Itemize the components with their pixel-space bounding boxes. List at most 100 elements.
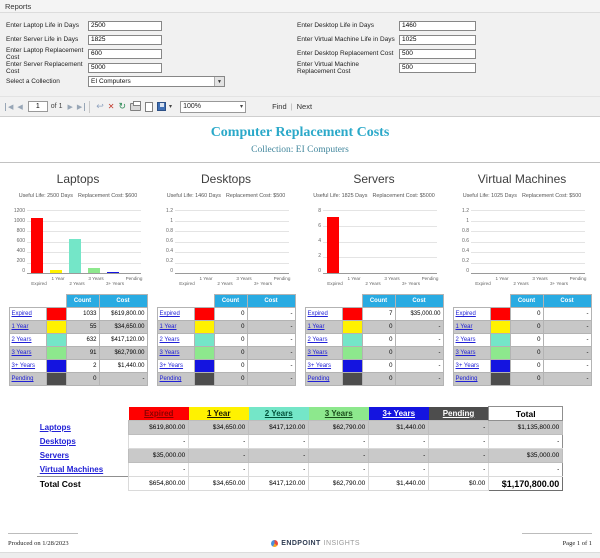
next-button[interactable]: Next — [296, 102, 313, 111]
prev-page-icon[interactable]: ◀ — [17, 103, 23, 111]
last-page-icon[interactable]: ▶ — [75, 102, 86, 111]
y-tick-label: 0.2 — [462, 258, 469, 264]
summary-value-cell: $35,000.00 — [488, 448, 564, 463]
useful-life-label: Useful Life: 2500 Days — [18, 193, 73, 199]
device-type-link[interactable]: Desktops — [39, 437, 76, 446]
footer-rule-left — [8, 533, 78, 534]
total-value-cell: $1,440.00 — [368, 476, 430, 491]
section-meta: Useful Life: 1025 Days Replacement Cost: … — [463, 193, 582, 199]
summary-header-row: Expired 1 Year 2 Years 3 Years 3+ Years Pendi… — [36, 406, 564, 421]
zoom-select[interactable]: 100% ▾ — [180, 100, 247, 113]
category-label-cell: 3 Years — [8, 346, 47, 360]
bar-slot — [342, 210, 361, 273]
count-cell: 91 — [65, 346, 100, 360]
category-link[interactable]: 3 Years — [11, 350, 32, 356]
summary-column-header: 3+ Years — [368, 406, 429, 421]
param-input[interactable] — [88, 62, 162, 73]
category-link[interactable]: 3 Years — [159, 350, 180, 356]
summary-row-label: Laptops — [36, 420, 129, 435]
total-value-cell: $0.00 — [428, 476, 490, 491]
category-link[interactable]: 2 Years — [11, 337, 32, 343]
device-type-link[interactable]: Virtual Machines — [39, 464, 104, 474]
count-cell: 0 — [361, 346, 396, 360]
category-link[interactable]: Pending — [307, 376, 330, 382]
back-icon[interactable]: ↩ — [96, 101, 104, 111]
category-label-cell: Expired — [304, 307, 343, 321]
category-link[interactable]: 3+ Years — [11, 363, 36, 369]
print-icon[interactable] — [130, 100, 142, 111]
refresh-icon[interactable]: ↻ — [118, 101, 127, 111]
x-tick-label: Pending — [273, 276, 291, 281]
category-link[interactable]: Pending — [159, 376, 182, 382]
page-number-input[interactable] — [27, 101, 48, 112]
category-link[interactable]: 3+ Years — [455, 363, 480, 369]
bar-slot — [380, 210, 399, 273]
useful-life-label: Useful Life: 1460 Days — [166, 193, 221, 199]
section-meta: Useful Life: 2500 Days Replacement Cost: … — [19, 193, 138, 199]
category-link[interactable]: 3+ Years — [159, 363, 184, 369]
category-link[interactable]: 1 Year — [11, 324, 29, 330]
count-cell: 0 — [509, 320, 544, 334]
bar-slot — [251, 210, 270, 273]
param-input[interactable] — [399, 34, 476, 45]
category-link[interactable]: 3+ Years — [307, 363, 332, 369]
param-input[interactable] — [88, 48, 162, 59]
x-tick-label: 1 Year — [495, 276, 509, 281]
export-icon[interactable] — [157, 102, 167, 111]
export-dropdown-icon[interactable]: ▾ — [169, 104, 173, 110]
gridline — [471, 252, 585, 253]
param-label: Select a Collection — [6, 78, 60, 85]
param-input[interactable] — [399, 48, 476, 59]
category-link[interactable]: 1 Year — [455, 324, 473, 330]
device-type-link[interactable]: Laptops — [39, 423, 71, 432]
category-link[interactable]: Expired — [307, 311, 328, 317]
y-tick-label: 0.4 — [462, 248, 469, 254]
category-link[interactable]: Expired — [159, 311, 180, 317]
table-row: 3 Years 91 $62,790.00 — [8, 346, 148, 360]
category-label-cell: 3+ Years — [304, 359, 343, 373]
param-col-left: Enter Laptop Life in Days Enter Server Li… — [6, 20, 231, 87]
cost-cell: - — [246, 346, 296, 360]
category-link[interactable]: 2 Years — [307, 337, 328, 343]
find-button[interactable]: Find — [272, 102, 287, 111]
total-cost-label: Total Cost — [36, 476, 129, 491]
table-row: 3+ Years 0- — [304, 359, 444, 373]
color-swatch — [489, 359, 511, 373]
cost-cell: - — [542, 359, 592, 373]
bar-slot — [490, 210, 509, 273]
y-tick-label: 200 — [16, 258, 25, 264]
category-link[interactable]: Expired — [455, 311, 476, 317]
x-tick-label: 2 Years — [217, 281, 233, 286]
first-page-icon[interactable]: ◀ — [5, 102, 15, 111]
category-link[interactable]: 2 Years — [455, 337, 476, 343]
param-input[interactable] — [88, 20, 162, 31]
category-link[interactable]: Expired — [11, 311, 32, 317]
category-link[interactable]: 3 Years — [455, 350, 476, 356]
x-tick-label: 3+ Years — [549, 281, 568, 286]
param-input[interactable] — [88, 34, 162, 45]
device-type-link[interactable]: Servers — [39, 451, 70, 460]
chart-plot-area — [175, 210, 289, 274]
footer-rule-right — [522, 533, 592, 534]
menu-bar: Reports — [0, 0, 600, 13]
next-page-icon[interactable]: ▶ — [67, 103, 73, 111]
count-cell: 0 — [361, 372, 396, 386]
collection-select[interactable]: EI Computers ▼ — [88, 76, 225, 87]
category-link[interactable]: 3 Years — [307, 350, 328, 356]
param-input[interactable] — [399, 62, 476, 73]
count-cell: 0 — [509, 372, 544, 386]
summary-value-cell: - — [128, 462, 190, 477]
stop-icon[interactable]: ✕ — [107, 102, 115, 111]
category-link[interactable]: 1 Year — [307, 324, 325, 330]
category-link[interactable]: Pending — [455, 376, 478, 382]
category-label-cell: 3 Years — [156, 346, 195, 360]
x-tick-label: Expired — [31, 281, 47, 286]
category-link[interactable]: Pending — [11, 376, 34, 382]
reports-menu-item[interactable]: Reports — [5, 2, 32, 11]
table-row: Expired 1033 $619,800.00 — [8, 307, 148, 321]
page-setup-icon[interactable] — [145, 101, 154, 112]
category-link[interactable]: 1 Year — [159, 324, 177, 330]
bar-chart: 8 6 4 2 0 — [306, 208, 442, 274]
category-link[interactable]: 2 Years — [159, 337, 180, 343]
param-input[interactable] — [399, 20, 476, 31]
